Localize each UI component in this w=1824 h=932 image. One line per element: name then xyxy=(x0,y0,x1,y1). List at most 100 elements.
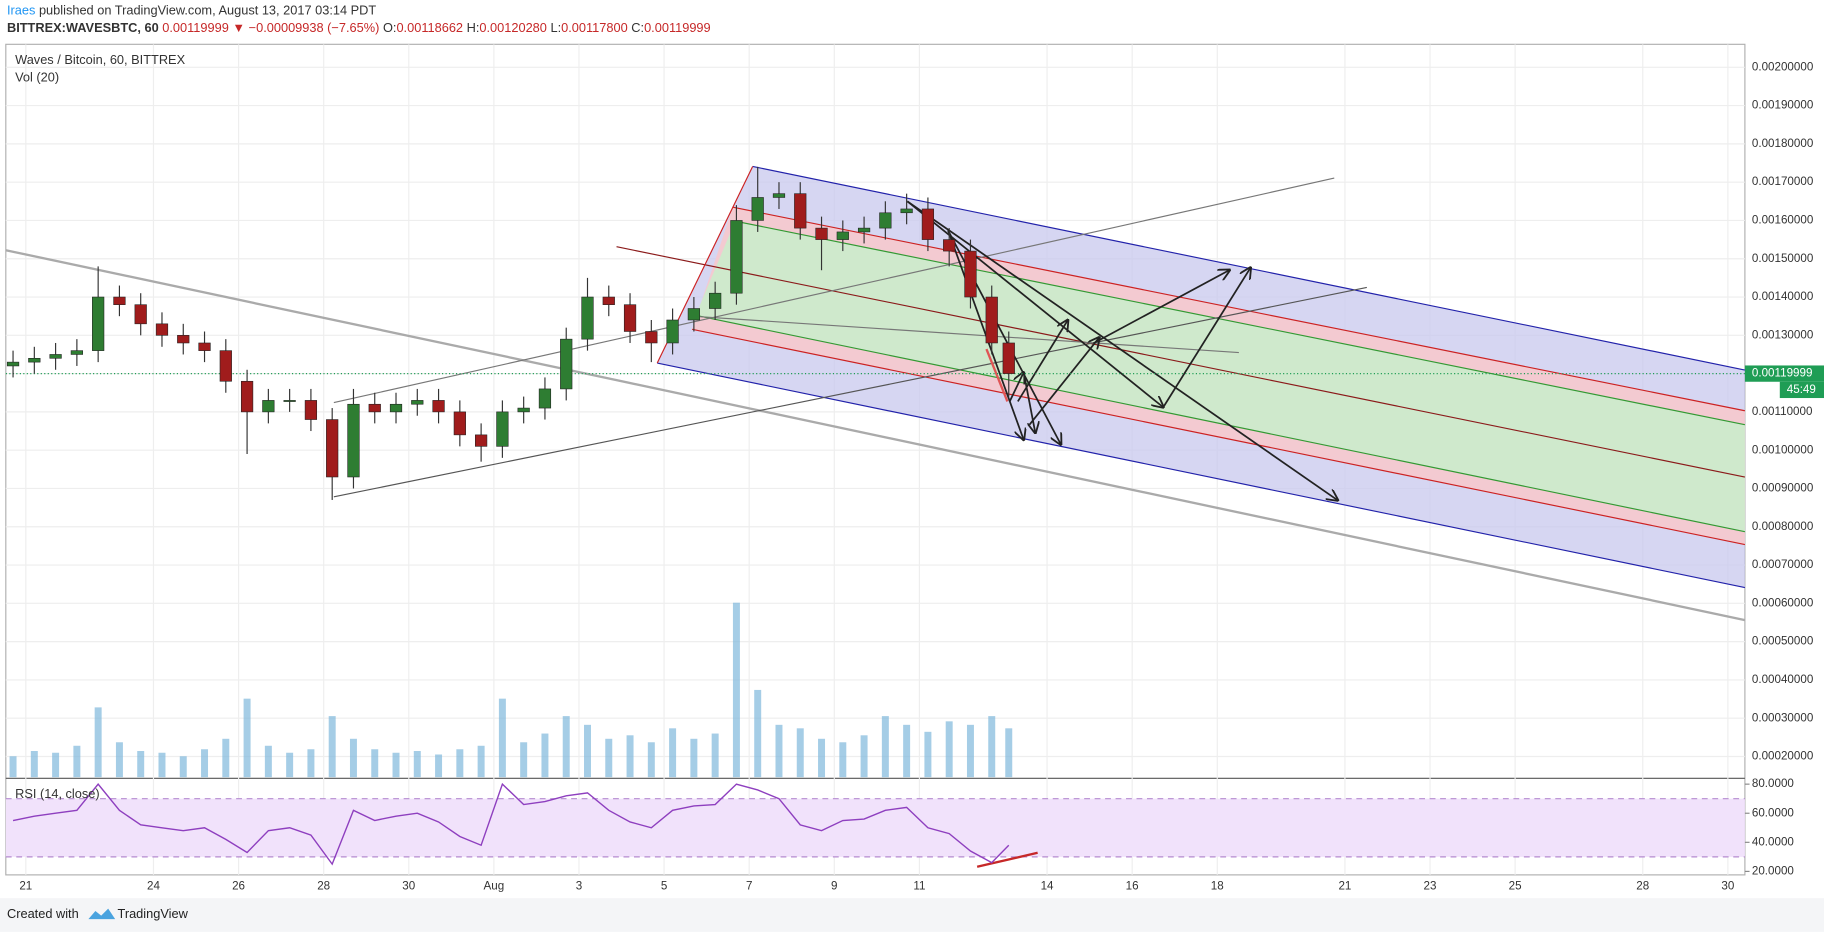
candle-body xyxy=(623,304,637,332)
candle-body xyxy=(517,407,530,413)
x-tick-label: 24 xyxy=(147,880,160,893)
volume-bar xyxy=(456,749,464,778)
pitchfork-line xyxy=(732,206,1746,412)
volume-bar xyxy=(243,698,251,778)
candle-body xyxy=(347,403,360,478)
y-tick-label: 0.00090000 xyxy=(1752,482,1814,495)
volume-bar xyxy=(732,602,740,778)
x-tick-label: 30 xyxy=(402,880,415,893)
y-tick-label: 0.00180000 xyxy=(1752,137,1814,150)
rsi-tick-label: 40.0000 xyxy=(1752,835,1795,848)
candle-body xyxy=(177,335,190,344)
x-tick-label: 21 xyxy=(1338,880,1351,893)
volume-bar xyxy=(179,756,187,778)
symbol-line: BITTREX:WAVESBTC, 60 0.00119999 ▼ −0.000… xyxy=(7,21,711,36)
candle-body xyxy=(666,319,679,344)
trend-line xyxy=(5,249,1746,622)
volume-bar xyxy=(924,731,932,778)
y-tick-label: 0.00070000 xyxy=(1752,558,1814,571)
volume-bar xyxy=(754,689,762,778)
candle-body xyxy=(709,292,722,309)
y-tick-label: 0.00050000 xyxy=(1752,635,1814,648)
candle-body xyxy=(219,350,232,382)
candle-body xyxy=(794,193,807,229)
volume-bar xyxy=(349,738,357,778)
volume-bar xyxy=(881,716,889,778)
last-price-tag xyxy=(1744,365,1824,382)
candle-body xyxy=(538,388,552,409)
y-tick-label: 0.00110000 xyxy=(1752,405,1813,418)
volume-bar xyxy=(286,752,294,778)
series xyxy=(5,166,1745,866)
trend-line xyxy=(697,315,1239,354)
volume-bar xyxy=(222,738,230,778)
volume-bar xyxy=(307,749,315,778)
trend-line xyxy=(333,286,1367,498)
footer-bar xyxy=(0,898,1824,932)
grid xyxy=(5,44,1745,875)
x-tick-label: 25 xyxy=(1509,880,1522,893)
rsi-divergence xyxy=(976,851,1038,868)
y-tick-label: 0.00170000 xyxy=(1752,175,1814,188)
volume-bar xyxy=(328,716,336,778)
volume-bar xyxy=(264,745,272,778)
candle-body xyxy=(857,227,871,233)
candle-body xyxy=(28,357,41,363)
y-tick-label: 0.00150000 xyxy=(1752,252,1814,265)
footer-created: Created with xyxy=(7,906,79,921)
volume-bar xyxy=(137,751,145,778)
rsi-line xyxy=(12,782,1010,866)
x-tick-label: 7 xyxy=(746,880,752,893)
volume-label: Vol (20) xyxy=(15,69,59,84)
candle-body xyxy=(1002,342,1015,374)
candle-body xyxy=(645,331,658,344)
volume-bar xyxy=(435,754,443,778)
arrow xyxy=(1028,337,1099,426)
candle-body xyxy=(943,239,956,252)
arrow xyxy=(906,200,1337,500)
x-tick-label: 30 xyxy=(1721,880,1734,893)
y-tick-label: 0.00190000 xyxy=(1752,99,1814,112)
pitchfork-line xyxy=(657,362,1746,589)
publish-line: Iraes published on TradingView.com, Augu… xyxy=(7,3,376,18)
candle-body xyxy=(70,350,83,355)
candle-body xyxy=(879,212,892,229)
candle-body xyxy=(964,250,977,298)
candle-body xyxy=(475,434,488,447)
y-tick-label: 0.00200000 xyxy=(1752,60,1814,73)
volume-bar xyxy=(520,742,528,778)
volume-bar xyxy=(392,752,400,778)
candle-body xyxy=(496,411,509,447)
volume-bar xyxy=(945,721,953,778)
c-label: C: xyxy=(631,21,644,36)
volume-bar xyxy=(115,742,123,778)
last: 0.00119999 xyxy=(162,21,229,36)
arrow xyxy=(1162,268,1250,408)
volume-bar xyxy=(201,749,209,778)
y-tick-label: 0.00030000 xyxy=(1752,711,1814,724)
volume-bar xyxy=(775,724,783,778)
x-tick-label: 11 xyxy=(913,880,925,893)
volume-bar xyxy=(860,735,868,778)
volume-bar xyxy=(413,751,421,778)
x-tick-label: 5 xyxy=(661,880,667,893)
pitchfork-line xyxy=(692,328,1746,546)
rsi-band-fill xyxy=(5,798,1745,857)
volume-bar xyxy=(52,752,60,778)
y-tick-label: 0.00080000 xyxy=(1752,520,1814,533)
y-tick-label: 0.00020000 xyxy=(1752,750,1814,763)
arrow: ▼ xyxy=(232,21,245,36)
x-tick-label: 28 xyxy=(317,880,330,893)
published-text: published on TradingView.com, August 13,… xyxy=(35,3,376,18)
volume-bar xyxy=(690,738,698,778)
candle-body xyxy=(240,380,254,413)
y-tick-label: 0.00140000 xyxy=(1752,290,1814,303)
candle-body xyxy=(730,220,743,294)
volume-bar xyxy=(605,738,613,778)
candle-body xyxy=(815,227,828,240)
footer-brand[interactable]: TradingView xyxy=(117,906,188,921)
candle-body xyxy=(687,308,700,321)
x-tick-label: 14 xyxy=(1041,880,1054,893)
publisher[interactable]: Iraes xyxy=(7,3,35,18)
